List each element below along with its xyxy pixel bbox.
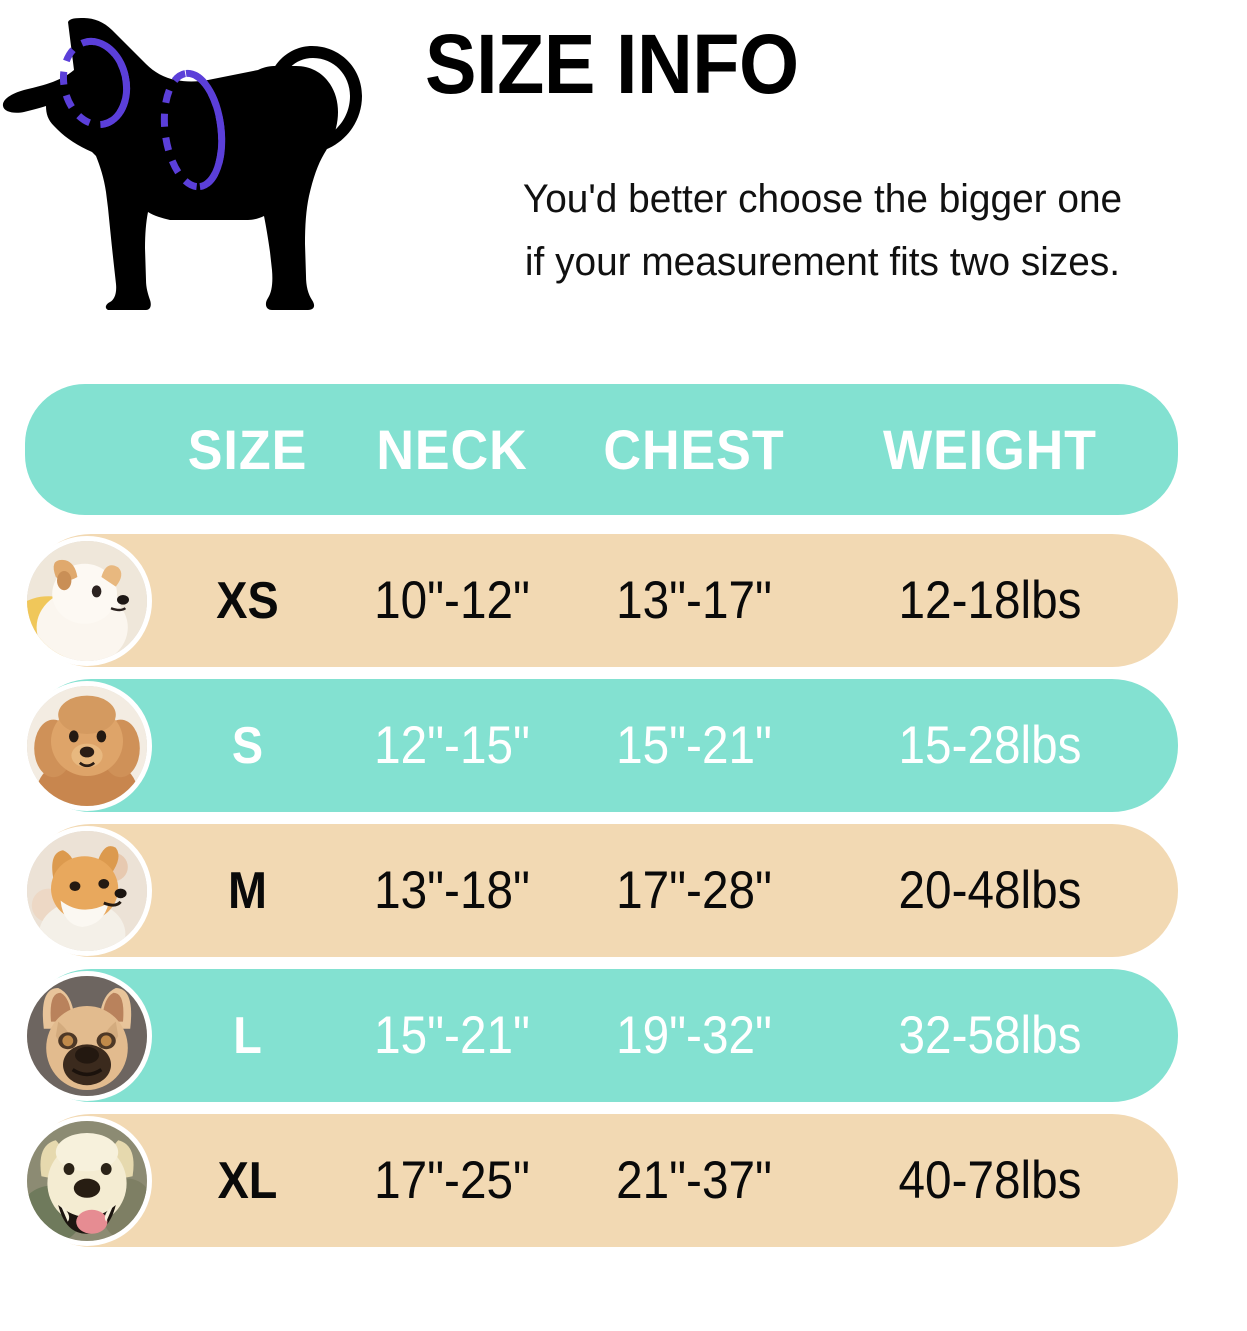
dog-photo-shiba-inu [22, 826, 152, 956]
header-row-pill [25, 384, 1178, 515]
cell-chest: 17"-28" [616, 861, 772, 920]
row-pill-xl [25, 1114, 1178, 1247]
shiba-inu-avatar-icon [27, 831, 147, 951]
cell-weight: 32-58lbs [898, 1006, 1082, 1065]
dog-silhouette-illustration [0, 8, 400, 318]
cell-neck: 12"-15" [374, 716, 530, 775]
cell-size: S [231, 716, 264, 775]
subtitle-line-1: You'd better choose the bigger one [522, 177, 1123, 221]
cell-chest: 15"-21" [616, 716, 772, 775]
column-header-weight: WEIGHT [883, 418, 1097, 481]
dog-silhouette-svg [2, 18, 362, 310]
dog-photo-pomeranian [22, 536, 152, 666]
labrador-avatar-icon [27, 1121, 147, 1241]
table-row: L 15"-21" 19"-32" 32-58lbs [0, 969, 1247, 1102]
cell-weight: 20-48lbs [898, 861, 1082, 920]
cell-weight: 12-18lbs [898, 571, 1082, 630]
cell-chest: 13"-17" [616, 571, 772, 630]
table-row: M 13"-18" 17"-28" 20-48lbs [0, 824, 1247, 957]
cell-neck: 15"-21" [374, 1006, 530, 1065]
pomeranian-avatar-icon [27, 541, 147, 661]
row-pill-m [25, 824, 1178, 957]
cell-size: XL [217, 1151, 278, 1210]
dog-photo-toy-poodle [22, 681, 152, 811]
cell-neck: 17"-25" [374, 1151, 530, 1210]
dog-photo-french-bulldog [22, 971, 152, 1101]
row-pill-l [25, 969, 1178, 1102]
cell-size: XS [216, 571, 279, 630]
header-section: SIZE INFO You'd better choose the bigger… [0, 0, 1247, 355]
subtitle-line-2: if your measurement fits two sizes. [524, 240, 1121, 285]
column-header-size: SIZE [187, 418, 308, 481]
cell-neck: 13"-18" [374, 861, 530, 920]
cell-weight: 15-28lbs [898, 716, 1082, 775]
table-row: XL 17"-25" 21"-37" 40-78lbs [0, 1114, 1247, 1247]
french-bulldog-avatar-icon [27, 976, 147, 1096]
cell-size: L [233, 1006, 262, 1065]
size-table: SIZE NECK CHEST WEIGHT XS [0, 384, 1247, 1259]
column-header-neck: NECK [376, 418, 528, 481]
table-header-row: SIZE NECK CHEST WEIGHT [0, 384, 1247, 515]
header-text-block: SIZE INFO You'd better choose the bigger… [425, 22, 1225, 322]
page-title: SIZE INFO [425, 17, 799, 111]
toy-poodle-avatar-icon [27, 686, 147, 806]
table-row: XS 10"-12" 13"-17" 12-18lbs [0, 534, 1247, 667]
cell-chest: 21"-37" [616, 1151, 772, 1210]
dog-photo-labrador-retriever [22, 1116, 152, 1246]
column-header-chest: CHEST [603, 418, 785, 481]
cell-chest: 19"-32" [616, 1006, 772, 1065]
neck-measure-loop [59, 37, 131, 129]
subtitle: You'd better choose the bigger one if yo… [437, 168, 1208, 294]
cell-neck: 10"-12" [374, 571, 530, 630]
table-row: S 12"-15" 15"-21" 15-28lbs [0, 679, 1247, 812]
row-pill-xs [25, 534, 1178, 667]
row-pill-s [25, 679, 1178, 812]
cell-size: M [227, 861, 267, 920]
chest-measure-loop [160, 69, 226, 191]
cell-weight: 40-78lbs [898, 1151, 1082, 1210]
